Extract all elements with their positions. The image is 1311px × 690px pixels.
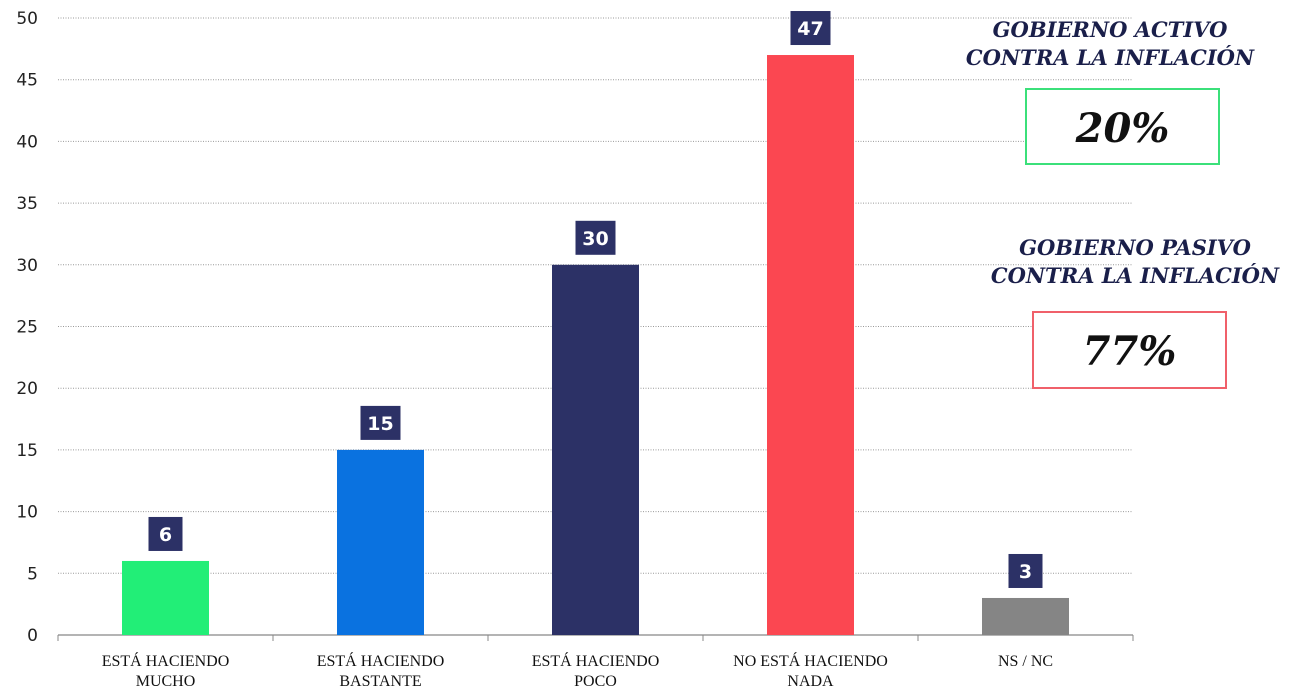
y-tick-label-0: 0 [27, 626, 38, 646]
data-label-box-2 [575, 220, 616, 255]
passive-percentage-value: 77% [1082, 328, 1177, 375]
category-label-0-0: ESTÁ HACIENDO [102, 651, 230, 670]
bar-1 [337, 449, 424, 635]
category-label-3-1: NADA [787, 673, 834, 690]
data-label-box-3 [790, 11, 831, 46]
category-label-3-0: NO ESTÁ HACIENDO [733, 651, 888, 670]
y-tick-label-30: 30 [16, 256, 38, 276]
data-label-box-1 [360, 405, 401, 440]
passive-title-line1: GOBIERNO PASIVO [1019, 235, 1251, 260]
active-percentage-box: 20% [1025, 88, 1220, 165]
category-label-2-1: POCO [574, 673, 617, 690]
data-label-3: 47 [797, 18, 823, 40]
bar-0 [122, 560, 209, 635]
data-label-box-4 [1008, 553, 1043, 588]
y-tick-label-5: 5 [27, 564, 38, 584]
passive-annotation-title: GOBIERNO PASIVO CONTRA LA INFLACIÓN [960, 234, 1310, 290]
data-label-4: 3 [1019, 561, 1032, 583]
active-title-line2: CONTRA LA INFLACIÓN [965, 45, 1255, 70]
active-percentage-value: 20% [1075, 105, 1170, 152]
bar-2 [552, 264, 639, 635]
category-label-2-0: ESTÁ HACIENDO [532, 651, 660, 670]
y-tick-label-20: 20 [16, 379, 38, 399]
bar-4 [982, 597, 1069, 635]
category-label-1-1: BASTANTE [339, 673, 421, 690]
data-label-box-0 [148, 516, 183, 551]
bar-3 [767, 55, 854, 635]
y-tick-label-25: 25 [16, 318, 38, 338]
data-label-2: 30 [582, 228, 608, 250]
y-tick-label-10: 10 [16, 503, 38, 523]
data-label-0: 6 [159, 524, 172, 546]
active-annotation-title: GOBIERNO ACTIVO CONTRA LA INFLACIÓN [955, 16, 1265, 72]
y-tick-label-15: 15 [16, 441, 38, 461]
y-tick-label-45: 45 [16, 71, 38, 91]
category-label-0-1: MUCHO [136, 673, 196, 690]
y-tick-label-35: 35 [16, 194, 38, 214]
category-label-1-0: ESTÁ HACIENDO [317, 651, 445, 670]
category-label-4-0: NS / NC [998, 653, 1053, 670]
data-label-1: 15 [367, 413, 393, 435]
y-tick-label-40: 40 [16, 132, 38, 152]
y-tick-label-50: 50 [16, 9, 38, 29]
passive-percentage-box: 77% [1032, 311, 1227, 389]
active-title-line1: GOBIERNO ACTIVO [992, 17, 1228, 42]
passive-title-line2: CONTRA LA INFLACIÓN [990, 263, 1280, 288]
